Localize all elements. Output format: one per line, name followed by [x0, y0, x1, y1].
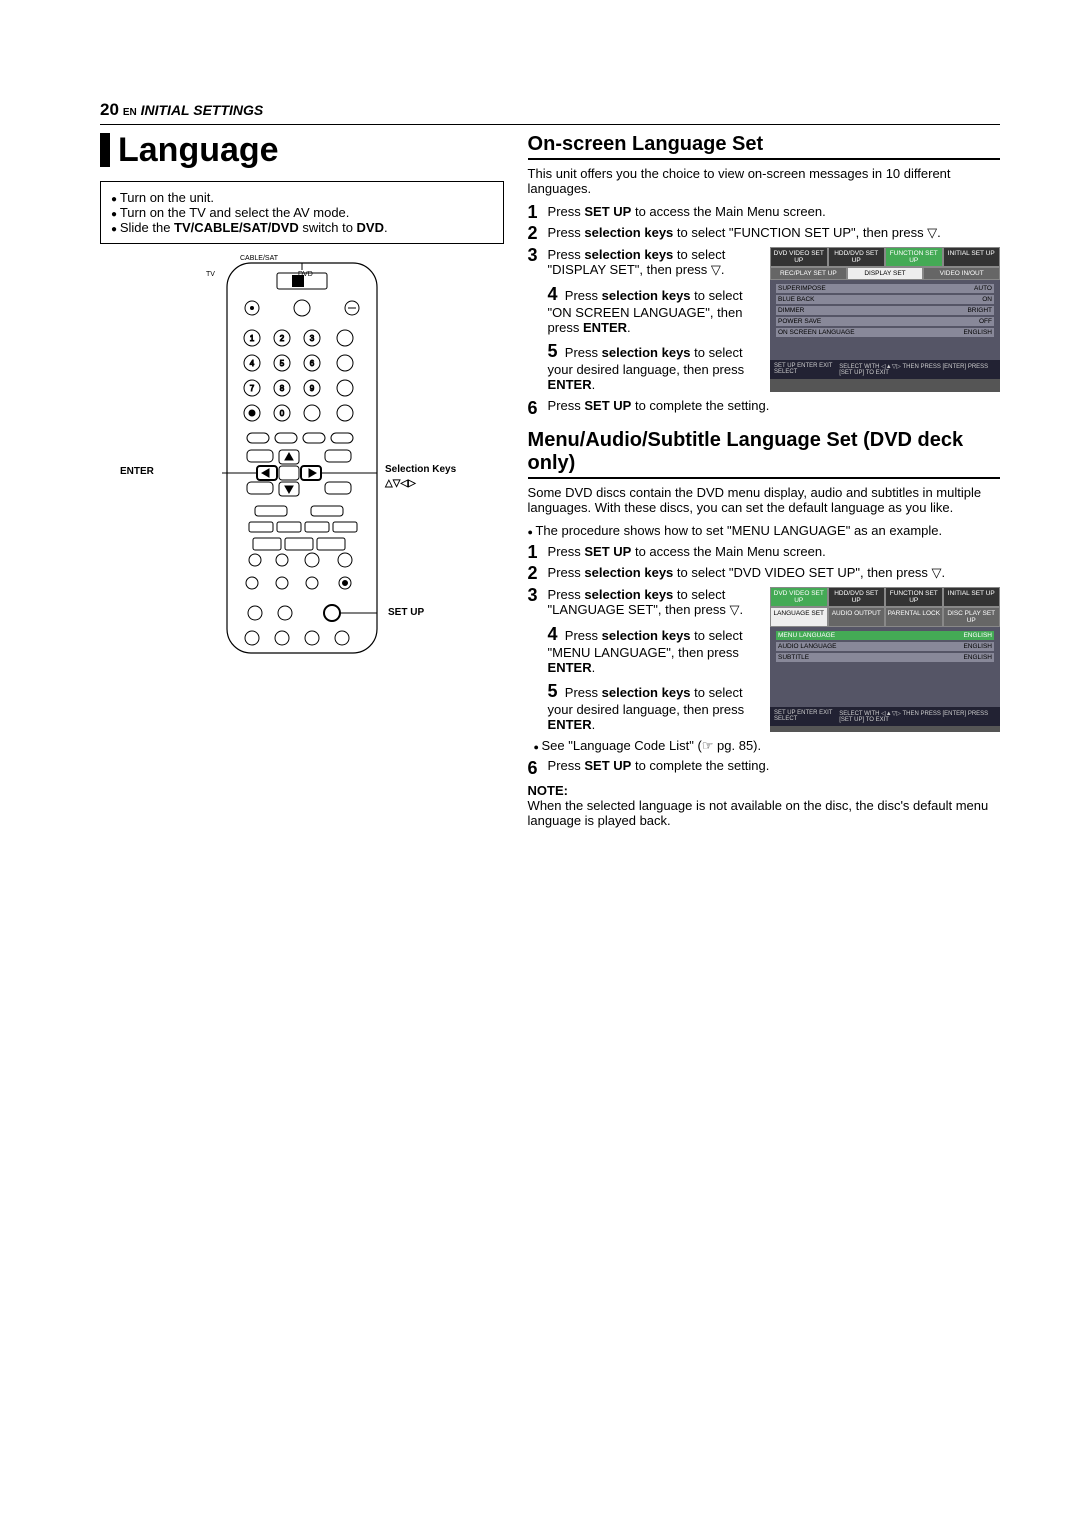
- menu-subtab-selected: DISPLAY SET: [847, 267, 924, 280]
- menu-footer-left: SET UP ENTER EXIT SELECT: [774, 363, 839, 376]
- remote-illustration: 1 2 3 4 5 6 7 8 9 0: [100, 258, 504, 678]
- selection-keys-label: Selection Keys: [385, 464, 456, 475]
- svg-text:4: 4: [250, 359, 255, 368]
- note-body: When the selected language is not availa…: [528, 798, 1000, 828]
- svg-text:6: 6: [310, 359, 315, 368]
- page-header: 20 EN INITIAL SETTINGS: [100, 100, 1000, 125]
- menu-subtab: REC/PLAY SET UP: [770, 267, 847, 280]
- section2-intro: Some DVD discs contain the DVD menu disp…: [528, 485, 1000, 515]
- section2-title: Menu/Audio/Subtitle Language Set (DVD de…: [528, 429, 1000, 479]
- menu-subtab: VIDEO IN/OUT: [923, 267, 1000, 280]
- menu-subtab: DISC PLAY SET UP: [943, 607, 1001, 627]
- see-also: See "Language Code List" (☞ pg. 85).: [534, 738, 1000, 754]
- section1-title: On-screen Language Set: [528, 133, 1000, 160]
- svg-text:8: 8: [280, 384, 285, 393]
- menu-footer-left: SET UP ENTER EXIT SELECT: [774, 710, 839, 723]
- section-name: INITIAL SETTINGS: [141, 102, 264, 118]
- menu-subtab: PARENTAL LOCK: [885, 607, 943, 627]
- menu-tab-selected: DVD VIDEO SET UP: [770, 587, 828, 607]
- preparation-box: Turn on the unit. Turn on the TV and sel…: [100, 181, 504, 244]
- left-column: Language Turn on the unit. Turn on the T…: [100, 133, 504, 828]
- remote-svg: 1 2 3 4 5 6 7 8 9 0: [217, 258, 387, 658]
- menu-screenshot-2: DVD VIDEO SET UP HDD/DVD SET UP FUNCTION…: [770, 587, 1000, 732]
- lang-code: EN: [123, 107, 137, 118]
- menu-subtab: AUDIO OUTPUT: [828, 607, 886, 627]
- svg-text:7: 7: [250, 384, 255, 393]
- prep-item: Turn on the unit.: [111, 190, 493, 205]
- menu-footer-right: SELECT WITH ◁▲▽▷ THEN PRESS [ENTER] PRES…: [839, 710, 996, 723]
- switch-label-tv: TV: [206, 271, 215, 278]
- page-number: 20: [100, 100, 119, 119]
- menu-footer-right: SELECT WITH ◁▲▽▷ THEN PRESS [ENTER] PRES…: [839, 363, 996, 376]
- svg-text:3: 3: [310, 334, 315, 343]
- page-title: Language: [100, 133, 504, 167]
- menu-tab: INITIAL SET UP: [943, 587, 1001, 607]
- svg-text:5: 5: [280, 359, 285, 368]
- enter-label: ENTER: [120, 466, 154, 477]
- svg-text:9: 9: [310, 384, 315, 393]
- setup-label: SET UP: [388, 607, 424, 618]
- menu-screenshot-1: DVD VIDEO SET UP HDD/DVD SET UP FUNCTION…: [770, 247, 1000, 392]
- selection-keys-glyphs: △▽◁▷: [385, 478, 416, 489]
- section1-steps: Press SET UP to access the Main Menu scr…: [528, 204, 1000, 392]
- section2-steps: Press SET UP to access the Main Menu scr…: [528, 544, 1000, 732]
- prep-item: Turn on the TV and select the AV mode.: [111, 205, 493, 220]
- right-column: On-screen Language Set This unit offers …: [528, 133, 1000, 828]
- switch-label-cablesat: CABLE/SAT: [240, 255, 278, 262]
- menu-tab: DVD VIDEO SET UP: [770, 247, 828, 267]
- svg-text:1: 1: [250, 334, 255, 343]
- menu-tab: FUNCTION SET UP: [885, 587, 943, 607]
- section2-bullet: The procedure shows how to set "MENU LAN…: [528, 523, 1000, 538]
- section1-intro: This unit offers you the choice to view …: [528, 166, 1000, 196]
- switch-label-dvd: DVD: [298, 271, 313, 278]
- menu-tab: INITIAL SET UP: [943, 247, 1001, 267]
- menu-tab-selected: FUNCTION SET UP: [885, 247, 943, 267]
- svg-text:2: 2: [280, 334, 285, 343]
- prep-item: Slide the TV/CABLE/SAT/DVD switch to DVD…: [111, 220, 493, 235]
- note-heading: NOTE:: [528, 783, 1000, 798]
- menu-subtab-selected: LANGUAGE SET: [770, 607, 828, 627]
- svg-text:0: 0: [280, 409, 285, 418]
- menu-tab: HDD/DVD SET UP: [828, 587, 886, 607]
- header-rule: [100, 124, 1000, 125]
- menu-tab: HDD/DVD SET UP: [828, 247, 886, 267]
